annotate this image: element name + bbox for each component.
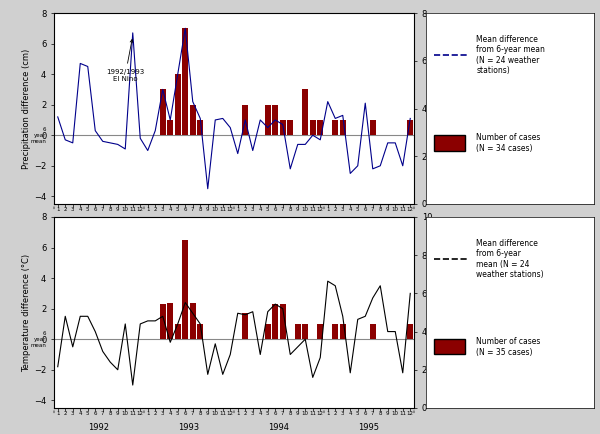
- Text: 1992: 1992: [89, 423, 110, 432]
- Bar: [295, 324, 301, 339]
- Bar: [317, 324, 323, 339]
- Text: 1992/1993
El Nino: 1992/1993 El Nino: [106, 39, 145, 82]
- Bar: [182, 28, 188, 135]
- Text: 1992: 1992: [89, 219, 110, 228]
- Bar: [370, 324, 376, 339]
- FancyBboxPatch shape: [434, 135, 464, 151]
- Text: Number of cases
(N = 35 cases): Number of cases (N = 35 cases): [476, 337, 541, 357]
- Bar: [265, 324, 271, 339]
- Bar: [265, 105, 271, 135]
- Text: 1995: 1995: [358, 219, 379, 228]
- Bar: [242, 313, 248, 339]
- Text: 1993: 1993: [178, 423, 200, 432]
- Bar: [332, 120, 338, 135]
- Y-axis label: Precipitation difference (cm): Precipitation difference (cm): [22, 48, 31, 169]
- Text: Number of cases
(N = 34 cases): Number of cases (N = 34 cases): [476, 133, 541, 153]
- Bar: [302, 324, 308, 339]
- Bar: [310, 120, 316, 135]
- Bar: [317, 120, 323, 135]
- Text: 6
year
mean: 6 year mean: [31, 127, 47, 144]
- Bar: [272, 105, 278, 135]
- Bar: [370, 120, 376, 135]
- Text: Mean difference
from 6-year
mean (N = 24
weather stations): Mean difference from 6-year mean (N = 24…: [476, 239, 544, 279]
- Y-axis label: No. Of HPS cases: No. Of HPS cases: [429, 72, 438, 145]
- Text: 1994: 1994: [268, 423, 289, 432]
- Y-axis label: Temperature difference (°C): Temperature difference (°C): [22, 253, 31, 372]
- Bar: [280, 120, 286, 135]
- Y-axis label: No. Of HPS cases: No. Of HPS cases: [434, 276, 443, 349]
- Bar: [190, 105, 196, 135]
- Bar: [272, 304, 278, 339]
- Bar: [340, 324, 346, 339]
- Bar: [280, 304, 286, 339]
- Bar: [175, 324, 181, 339]
- Bar: [167, 120, 173, 135]
- Bar: [242, 105, 248, 135]
- Bar: [340, 120, 346, 135]
- Bar: [197, 120, 203, 135]
- Bar: [197, 324, 203, 339]
- Bar: [190, 302, 196, 339]
- Text: 6
year
mean: 6 year mean: [31, 331, 47, 348]
- Bar: [332, 324, 338, 339]
- Bar: [182, 240, 188, 339]
- Bar: [160, 89, 166, 135]
- Bar: [302, 89, 308, 135]
- Bar: [175, 74, 181, 135]
- Bar: [167, 302, 173, 339]
- Text: Mean difference
from 6-year mean
(N = 24 weather
stations): Mean difference from 6-year mean (N = 24…: [476, 35, 545, 75]
- Bar: [407, 324, 413, 339]
- FancyBboxPatch shape: [434, 339, 464, 355]
- Bar: [407, 120, 413, 135]
- Text: 1994: 1994: [268, 219, 289, 228]
- Text: 1993: 1993: [178, 219, 200, 228]
- Text: 1995: 1995: [358, 423, 379, 432]
- Bar: [287, 120, 293, 135]
- Bar: [160, 304, 166, 339]
